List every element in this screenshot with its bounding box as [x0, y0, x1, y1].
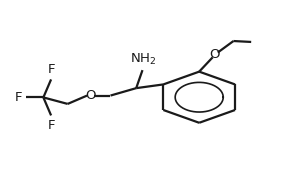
Text: F: F	[48, 119, 56, 132]
Text: O: O	[210, 48, 220, 62]
Text: F: F	[48, 63, 56, 76]
Text: F: F	[14, 91, 22, 104]
Text: O: O	[85, 89, 96, 102]
Text: NH$_2$: NH$_2$	[130, 52, 156, 67]
